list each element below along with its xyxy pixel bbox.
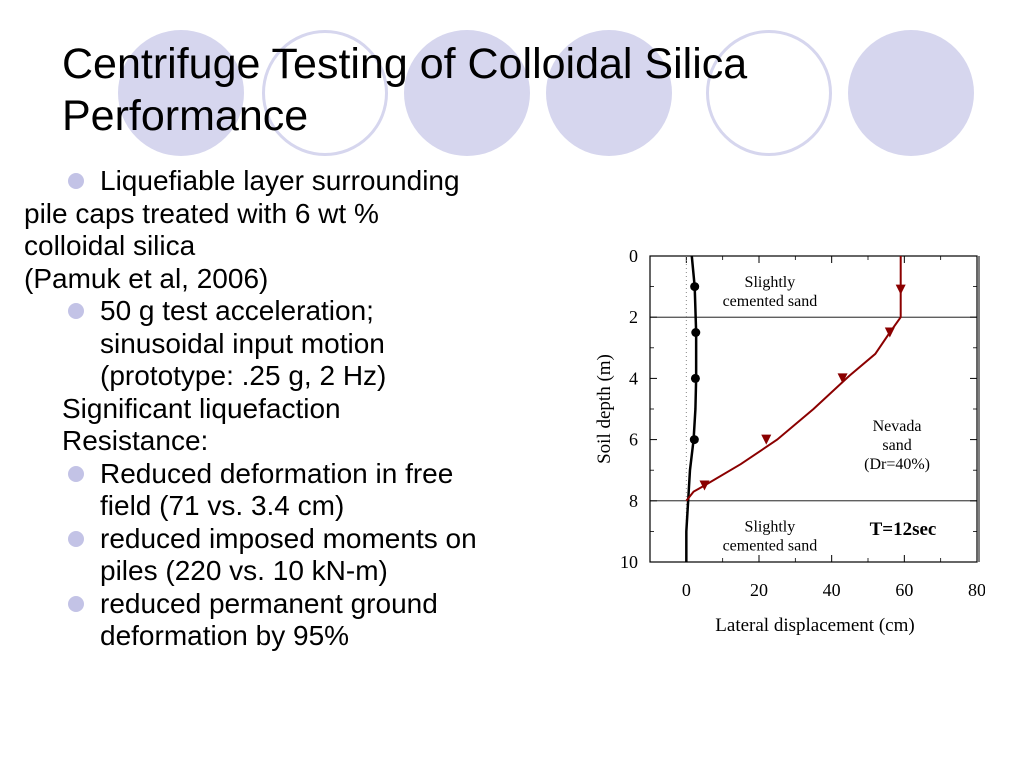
bullet-acceleration-line-3: (prototype: .25 g, 2 Hz) [100, 360, 387, 391]
bullet-ground-deformation-line-2: deformation by 95% [100, 620, 350, 651]
y-tick-label: 6 [629, 430, 638, 450]
treated-data-point [690, 282, 700, 292]
decorative-ring-1 [262, 30, 388, 156]
bullet-acceleration-line-2: sinusoidal input motion [100, 327, 385, 359]
untreated-data-point [884, 327, 895, 338]
y-tick-label: 2 [629, 307, 638, 327]
decorative-circle-1 [118, 30, 244, 156]
section-heading-line-2: Resistance: [62, 425, 209, 456]
treated-data-point [690, 373, 700, 383]
slide-body: Liquefiable layer surrounding pile caps … [24, 165, 582, 653]
period-annotation: T=12sec [870, 519, 937, 540]
untreated-data-point [761, 434, 772, 445]
bullet-ground-deformation: reduced permanent ground deformation by … [62, 588, 582, 653]
x-tick-label: 0 [682, 580, 691, 600]
bullet-moments: reduced imposed moments on piles (220 vs… [62, 523, 582, 588]
layer-label: Slightly cemented sand [723, 519, 818, 555]
title-line-1: Centrifuge Testing of Colloidal Silica [62, 40, 748, 88]
layer-label-line: (Dr=40%) [864, 456, 930, 473]
treated-data-point [689, 435, 699, 445]
untreated-data-point [699, 480, 710, 491]
bullet-deformation-line-1: Reduced deformation in free [100, 457, 454, 489]
y-tick-label: 4 [629, 368, 638, 388]
x-tick-label: 20 [750, 580, 768, 600]
bullet-dot-icon [68, 173, 84, 189]
bullet-moments-line-1: reduced imposed moments on [100, 522, 477, 554]
bullet-moments-line-2: piles (220 vs. 10 kN-m) [100, 555, 388, 586]
y-tick-label: 8 [629, 491, 638, 511]
bullet-treatment-line-2: pile caps treated with 6 wt % [24, 197, 379, 229]
layer-label-line: sand [882, 437, 911, 454]
y-axis-label: Soil depth (m) [594, 354, 615, 464]
bullet-dot-icon [68, 465, 84, 482]
x-tick-label: 60 [895, 580, 913, 600]
untreated-data-point [895, 284, 906, 295]
layer-label: Nevada sand (Dr=40%) [864, 418, 930, 473]
section-heading: Significant liquefaction Resistance: [62, 393, 582, 458]
decorative-circle-4 [848, 30, 974, 156]
layer-label-line: Slightly [745, 274, 796, 291]
slide-title: Centrifuge Testing of Colloidal Silica P… [62, 38, 942, 142]
bullet-dot-icon [68, 303, 84, 319]
x-axis-label: Lateral displacement (cm) [715, 615, 914, 636]
bullet-dot-icon [68, 530, 84, 547]
layer-label: Slightly cemented sand [723, 274, 818, 310]
layer-label-line: Nevada [873, 418, 922, 435]
y-tick-label: 10 [620, 552, 638, 572]
untreated-data-point [837, 373, 848, 384]
bullet-treatment-line-3: colloidal silica [24, 230, 196, 261]
citation: (Pamuk et al, 2006) [24, 262, 269, 294]
x-tick-label: 40 [823, 580, 841, 600]
decorative-ring-2 [706, 30, 832, 156]
bullet-deformation-line-2: field (71 vs. 3.4 cm) [100, 490, 345, 521]
displacement-depth-chart: 0 2 4 6 8 10 0 20 40 60 80 Slightly cemented sand Ne… [594, 246, 985, 636]
treated-displacement-line [685, 255, 698, 562]
decorative-circle-3 [546, 30, 672, 156]
layer-label-line: Slightly [745, 519, 796, 536]
y-tick-label: 0 [629, 246, 638, 266]
plot-area [649, 255, 978, 563]
bullet-treatment-line-1: Liquefiable layer surrounding [100, 165, 460, 196]
decorative-circle-2 [404, 30, 530, 156]
x-tick-label: 80 [968, 580, 985, 600]
bullet-treatment: Liquefiable layer surrounding pile caps … [24, 165, 582, 295]
bullet-dot-icon [68, 595, 84, 612]
title-line-2: Performance [62, 92, 309, 140]
treated-data-point [691, 328, 701, 337]
bullet-acceleration: 50 g test acceleration; sinusoidal input… [62, 295, 582, 393]
layer-label-line: cemented sand [723, 538, 818, 555]
layer-label-line: cemented sand [723, 293, 818, 310]
bullet-acceleration-line-1: 50 g test acceleration; [100, 295, 374, 326]
section-heading-line-1: Significant liquefaction [62, 392, 341, 424]
bullet-ground-deformation-line-1: reduced permanent ground [100, 587, 438, 619]
bullet-deformation: Reduced deformation in free field (71 vs… [62, 458, 582, 523]
